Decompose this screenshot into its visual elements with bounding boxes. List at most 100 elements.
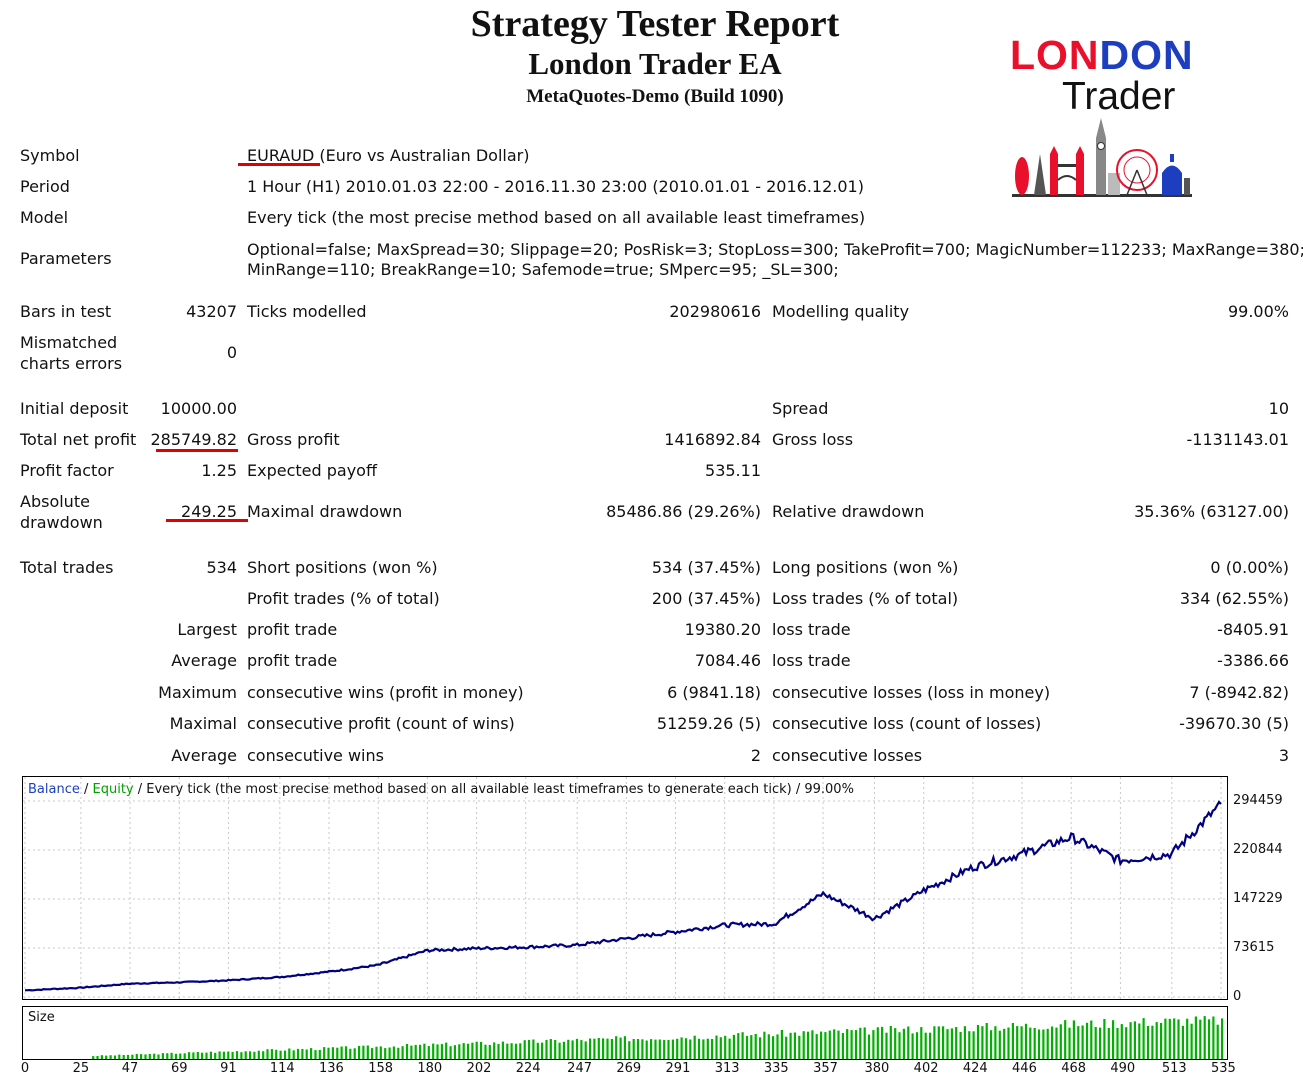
size-bar xyxy=(907,1026,910,1059)
size-bar xyxy=(663,1039,666,1059)
size-bar xyxy=(684,1038,688,1059)
bars-value: 43207 xyxy=(186,302,237,321)
x-tick-label: 402 xyxy=(913,1061,939,1076)
size-bar xyxy=(575,1038,579,1059)
symbol-label: Symbol xyxy=(20,146,80,165)
balance-chart: Balance / Equity / Every tick (the most … xyxy=(22,776,1228,1000)
legend-sep: / xyxy=(79,782,93,797)
size-bar xyxy=(1116,1027,1119,1059)
size-bar xyxy=(371,1048,374,1059)
size-bar xyxy=(802,1031,805,1059)
size-bar xyxy=(998,1030,1001,1059)
size-bar xyxy=(292,1050,295,1059)
size-bar xyxy=(92,1056,95,1059)
size-bar xyxy=(972,1031,975,1059)
average-profit-label: profit trade xyxy=(247,651,338,670)
grossprofit-label: Gross profit xyxy=(247,430,340,449)
size-bar xyxy=(915,1032,919,1059)
size-bar xyxy=(449,1046,452,1059)
x-tick-label: 424 xyxy=(962,1061,988,1076)
x-tick-label: 335 xyxy=(763,1061,789,1076)
average-profit-value: 7084.46 xyxy=(694,651,761,670)
profit-trades-value: 200 (37.45%) xyxy=(651,589,761,608)
size-bar xyxy=(789,1032,792,1059)
size-bar xyxy=(933,1026,936,1059)
size-bar xyxy=(1099,1027,1102,1059)
size-bar xyxy=(1181,1025,1184,1059)
size-bar xyxy=(358,1045,361,1059)
size-bar xyxy=(798,1035,801,1059)
size-bar xyxy=(606,1038,609,1059)
x-tick-label: 180 xyxy=(417,1061,443,1076)
y-tick-label: 147229 xyxy=(1233,891,1283,906)
size-bar xyxy=(266,1049,269,1059)
size-bar xyxy=(1016,1026,1019,1059)
balance-line xyxy=(24,800,1222,992)
avg-losses-value: 3 xyxy=(1278,746,1289,765)
trades-value: 534 xyxy=(206,558,237,577)
size-bar xyxy=(231,1051,234,1059)
size-bar xyxy=(201,1052,204,1059)
grossloss-label: Gross loss xyxy=(772,430,854,449)
size-bar xyxy=(227,1051,230,1059)
size-bar xyxy=(754,1034,757,1059)
size-bar xyxy=(1129,1022,1132,1059)
size-bar xyxy=(1146,1026,1150,1059)
size-bar xyxy=(1177,1019,1180,1059)
size-bar xyxy=(937,1026,940,1059)
period-value: 1 Hour (H1) 2010.01.03 22:00 - 2016.11.3… xyxy=(247,177,864,196)
size-bar xyxy=(527,1039,531,1059)
size-bar xyxy=(728,1038,731,1059)
avg-wins-value: 2 xyxy=(750,746,761,765)
size-bar xyxy=(1085,1022,1089,1059)
size-bar xyxy=(296,1048,300,1059)
size-bar xyxy=(741,1032,744,1059)
legend-equity: Equity xyxy=(92,782,134,797)
short-value: 534 (37.45%) xyxy=(651,558,761,577)
size-bar xyxy=(144,1054,147,1059)
size-bar xyxy=(1160,1023,1163,1059)
period-label: Period xyxy=(20,177,70,196)
size-bar xyxy=(706,1038,709,1059)
size-bar xyxy=(458,1044,461,1059)
size-bar xyxy=(493,1042,496,1059)
x-tick-label: 535 xyxy=(1211,1061,1236,1076)
size-bar xyxy=(488,1044,491,1059)
loss-trades-label: Loss trades (% of total) xyxy=(772,589,959,608)
size-bar xyxy=(331,1047,334,1059)
reldd-value: 35.36% (63127.00) xyxy=(1134,502,1289,521)
size-bar xyxy=(863,1027,866,1059)
mismatch-value: 0 xyxy=(226,343,237,362)
mismatch-label-1: Mismatched xyxy=(20,333,118,352)
size-bar xyxy=(105,1055,108,1059)
pf-label: Profit factor xyxy=(20,461,114,480)
size-bar xyxy=(1059,1024,1062,1059)
size-bar xyxy=(379,1046,382,1059)
size-bar xyxy=(650,1039,653,1059)
size-bar xyxy=(671,1039,674,1059)
size-bar xyxy=(336,1047,339,1059)
size-bar xyxy=(419,1044,422,1059)
size-bar xyxy=(950,1028,953,1059)
size-bar xyxy=(963,1026,966,1059)
size-bar xyxy=(697,1038,701,1059)
x-tick-label: 91 xyxy=(220,1061,237,1076)
size-bar xyxy=(558,1042,561,1059)
deposit-value: 10000.00 xyxy=(160,399,237,418)
size-bar xyxy=(898,1032,901,1059)
size-bar xyxy=(772,1036,775,1059)
size-bar xyxy=(902,1028,905,1059)
absdd-value: 249.25 xyxy=(181,502,237,521)
size-bar xyxy=(1164,1018,1167,1059)
size-bar xyxy=(1037,1029,1041,1059)
average-label: Average xyxy=(171,651,237,670)
avg-wins-label: consecutive wins xyxy=(247,746,384,765)
size-bar xyxy=(344,1046,348,1059)
size-bar xyxy=(820,1031,823,1059)
max-losses-value: 7 (-8942.82) xyxy=(1189,683,1289,702)
x-tick-label: 313 xyxy=(714,1061,740,1076)
size-bar xyxy=(188,1052,191,1059)
size-bar xyxy=(955,1027,958,1059)
size-bar xyxy=(846,1029,849,1059)
server-info: MetaQuotes-Demo (Build 1090) xyxy=(526,86,784,107)
